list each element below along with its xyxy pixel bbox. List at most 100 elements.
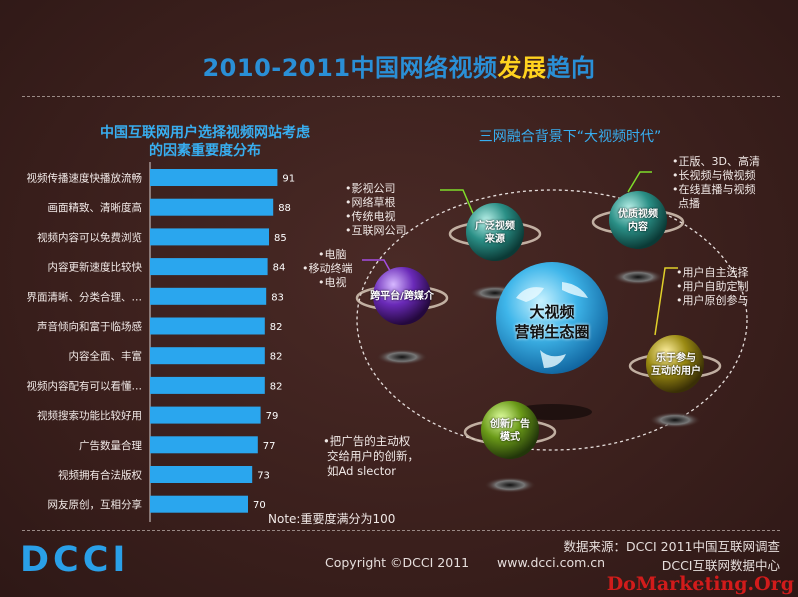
value-label-10: 73 bbox=[257, 471, 270, 482]
bar-chart: 视频传播速度快播放流畅 91 画面精致、清晰度高 88 视频内容可以免费浏览 85 内容更新… bbox=[27, 162, 295, 522]
node-platform-line1: 跨平台/跨媒介 bbox=[370, 291, 434, 302]
value-label-4: 83 bbox=[271, 292, 284, 303]
node-source-label: 广泛视频 来源 bbox=[465, 220, 525, 246]
value-label-8: 79 bbox=[266, 411, 279, 422]
note-quality-2: •在线直播与视频 bbox=[672, 183, 756, 196]
callout-line-quality bbox=[627, 171, 652, 193]
shadow-users bbox=[649, 412, 701, 428]
node-users bbox=[628, 335, 722, 393]
note-quality-3: 点播 bbox=[678, 197, 700, 210]
note-ads-0: •把广告的主动权 bbox=[323, 434, 411, 448]
orbit-ring bbox=[356, 189, 748, 451]
bottom-divider bbox=[22, 530, 780, 531]
node-quality-line2: 内容 bbox=[628, 222, 648, 233]
title-part3: 趋向 bbox=[546, 54, 596, 82]
node-ads-line2: 模式 bbox=[500, 432, 520, 443]
value-label-9: 77 bbox=[263, 441, 276, 452]
chart-title-line1: 中国互联网用户选择视频网站考虑 bbox=[100, 125, 310, 141]
note-source-1: •网络草根 bbox=[345, 196, 396, 209]
note-platform-1: •移动终端 bbox=[302, 262, 353, 275]
value-label-0: 91 bbox=[282, 174, 295, 185]
chart-title: 中国互联网用户选择视频网站考虑 的因素重要度分布 bbox=[40, 124, 370, 160]
node-ads-line1: 创新广告 bbox=[490, 419, 530, 430]
category-label-3: 内容更新速度比较快 bbox=[48, 261, 143, 274]
category-label-0: 视频传播速度快播放流畅 bbox=[27, 172, 143, 185]
value-label-6: 82 bbox=[270, 352, 283, 363]
category-label-6: 内容全面、丰富 bbox=[69, 350, 143, 363]
note-quality-0: •正版、3D、高清 bbox=[672, 155, 760, 168]
shadow-ads bbox=[484, 477, 536, 493]
node-users-line2: 互动的用户 bbox=[651, 366, 701, 377]
note-platform-2: •电视 bbox=[318, 276, 347, 289]
value-label-3: 84 bbox=[273, 263, 286, 274]
bar-0 bbox=[150, 169, 278, 186]
bar-5 bbox=[150, 317, 265, 335]
dcci-logo: DCCI bbox=[20, 540, 130, 580]
globe-continents bbox=[516, 282, 588, 368]
note-users-1: •用户自助定制 bbox=[676, 280, 749, 293]
bar-4 bbox=[150, 287, 267, 305]
bar-2 bbox=[150, 228, 269, 246]
category-label-4: 界面清晰、分类合理、… bbox=[27, 290, 143, 303]
bar-10 bbox=[150, 466, 253, 483]
node-source-line1: 广泛视频 bbox=[475, 221, 515, 232]
shadow-quality bbox=[612, 269, 664, 285]
callout-line-source bbox=[440, 189, 476, 219]
category-label-2: 视频内容可以免费浏览 bbox=[37, 231, 142, 244]
value-label-5: 82 bbox=[270, 322, 283, 333]
bar-1 bbox=[150, 198, 274, 216]
notes-users: •用户自主选择 •用户自助定制 •用户原创参与 bbox=[676, 266, 749, 308]
note-ads-1: 交给用户的创新， bbox=[327, 449, 419, 463]
title-highlight: 发展 bbox=[497, 54, 547, 82]
watermark: DoMarketing.Org bbox=[606, 573, 794, 595]
page-title: 2010-2011中国网络视频发展趋向 bbox=[0, 48, 798, 83]
node-users-line1: 乐于参与 bbox=[656, 353, 696, 364]
node-platform-label: 跨平台/跨媒介 bbox=[358, 290, 446, 303]
notes-platform: •电脑 •移动终端 •电视 bbox=[302, 248, 353, 290]
bar-6 bbox=[150, 347, 265, 365]
center-name-text: DCCI互联网数据中心 bbox=[661, 558, 780, 573]
node-source-line2: 来源 bbox=[485, 234, 505, 245]
category-label-5: 声音倾向和富于临场感 bbox=[37, 320, 142, 333]
center-label-line2: 营销生态圈 bbox=[514, 323, 590, 341]
note-users-0: •用户自主选择 bbox=[676, 266, 749, 279]
category-label-10: 视频拥有合法版权 bbox=[58, 469, 142, 482]
value-label-7: 82 bbox=[270, 381, 283, 392]
source-text: 数据来源：DCCI 2011中国互联网调查 bbox=[563, 539, 780, 554]
node-ads-label: 创新广告 模式 bbox=[480, 418, 540, 444]
notes-source: •影视公司 •网络草根 •传统电视 •互联网公司 bbox=[345, 182, 407, 238]
bar-9 bbox=[150, 436, 258, 454]
center-label: 大视频 营销生态圈 bbox=[512, 302, 592, 342]
node-users-label: 乐于参与 互动的用户 bbox=[640, 352, 712, 378]
note-quality-1: •长视频与微视频 bbox=[672, 169, 756, 182]
value-label-1: 88 bbox=[278, 203, 291, 214]
note-ads-2: 如Ad slector bbox=[327, 464, 396, 478]
url-text: www.dcci.com.cn bbox=[497, 555, 606, 570]
category-label-11: 网友原创，互相分享 bbox=[48, 498, 143, 511]
copyright-text: Copyright ©DCCI 2011 bbox=[325, 555, 470, 570]
note-source-3: •互联网公司 bbox=[345, 224, 407, 237]
bar-11 bbox=[150, 495, 248, 513]
category-label-9: 广告数量合理 bbox=[79, 439, 142, 452]
value-label-11: 70 bbox=[253, 500, 266, 511]
node-quality bbox=[591, 191, 685, 249]
category-label-1: 画面精致、清晰度高 bbox=[48, 201, 143, 214]
top-divider bbox=[22, 96, 780, 97]
center-label-line1: 大视频 bbox=[529, 303, 575, 321]
node-ads bbox=[463, 401, 557, 459]
node-quality-label: 优质视频 内容 bbox=[608, 208, 668, 234]
bar-3 bbox=[150, 258, 268, 276]
category-label-7: 视频内容配有可以看懂… bbox=[27, 379, 143, 392]
callout-line-users bbox=[654, 267, 678, 336]
shadow-platform bbox=[376, 349, 428, 365]
bar-8 bbox=[150, 406, 261, 424]
node-platform bbox=[355, 267, 449, 325]
note-users-2: •用户原创参与 bbox=[676, 294, 749, 307]
category-label-8: 视频搜索功能比较好用 bbox=[37, 409, 142, 422]
value-label-2: 85 bbox=[274, 233, 287, 244]
notes-ads: •把广告的主动权 交给用户的创新， 如Ad slector bbox=[323, 434, 419, 479]
ecosystem-diagram bbox=[355, 171, 748, 493]
notes-quality: •正版、3D、高清 •长视频与微视频 •在线直播与视频 点播 bbox=[672, 155, 760, 211]
chart-note: Note:重要度满分为100 bbox=[268, 512, 396, 526]
